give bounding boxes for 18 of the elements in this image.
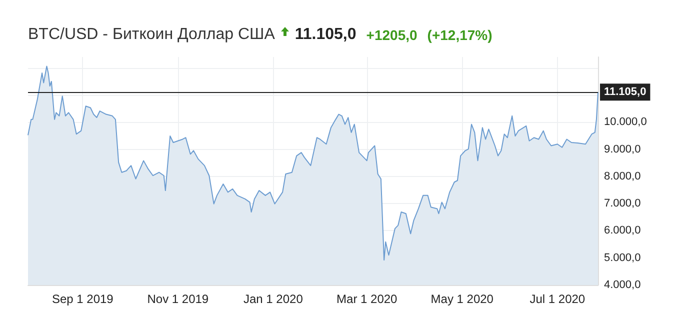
x-tick-label: Mar 1 2020	[336, 292, 398, 306]
y-tick-label: 9.000,0	[604, 143, 641, 156]
chart-title: BTC/USD - Биткоин Доллар США	[28, 26, 275, 44]
x-tick-label: May 1 2020	[430, 292, 494, 306]
ref-line-label: 11.105,0	[604, 86, 646, 98]
text: +1205,0	[366, 27, 418, 43]
x-tick-label: Nov 1 2019	[147, 292, 209, 306]
text: 11.105,0	[294, 26, 356, 44]
x-tick-label: Jan 1 2020	[243, 292, 304, 306]
x-tick-label: Sep 1 2019	[52, 292, 114, 306]
y-tick-label: 6.000,0	[604, 224, 641, 237]
text: (+12,17%)	[427, 27, 492, 43]
x-tick-label: Jul 1 2020	[530, 292, 586, 306]
y-tick-label: 4.000,0	[604, 279, 641, 291]
y-tick-label: 7.000,0	[604, 198, 641, 210]
y-tick-label: 5.000,0	[604, 252, 641, 264]
y-tick-label: 8.000,0	[604, 170, 641, 182]
y-tick-label: 10.000,0	[604, 116, 647, 128]
